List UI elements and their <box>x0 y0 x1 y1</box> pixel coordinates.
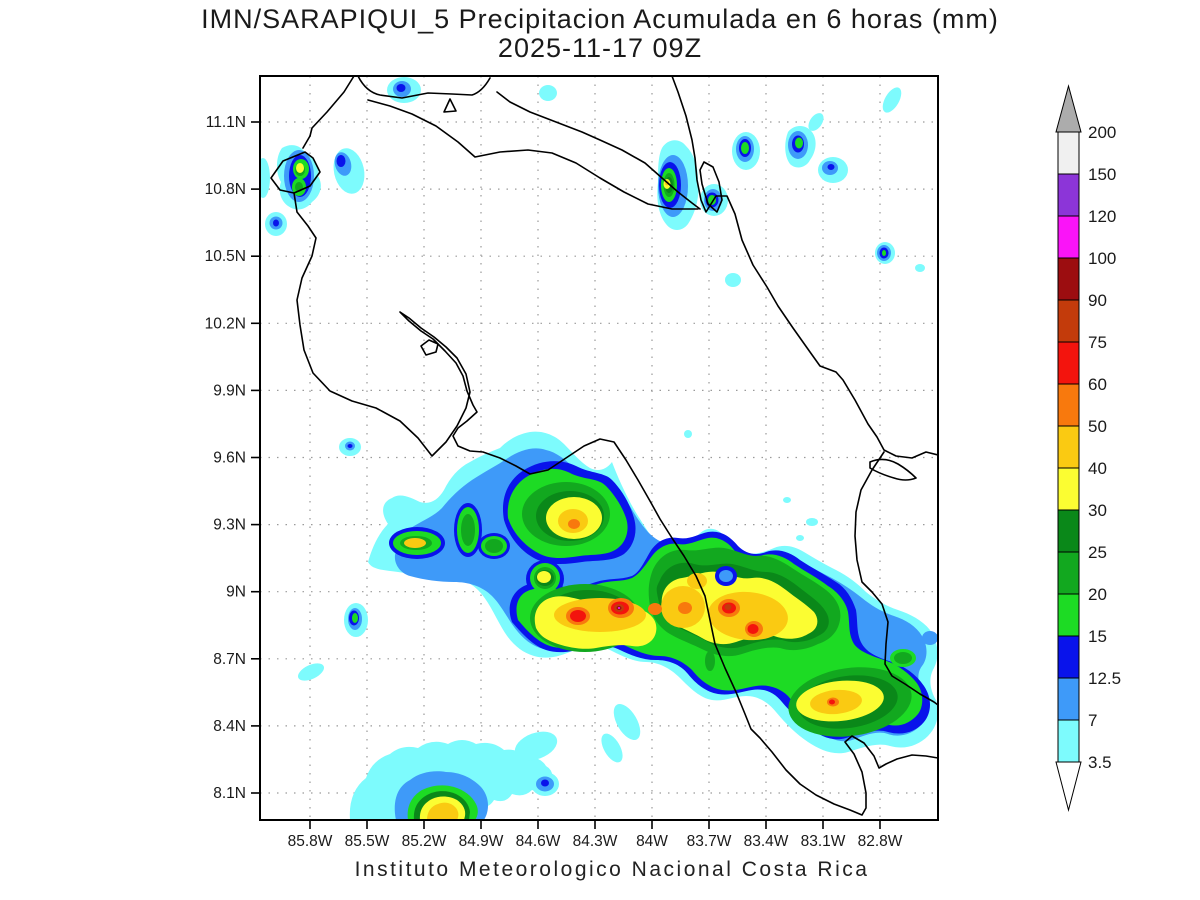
colorbar-label: 3.5 <box>1088 753 1112 772</box>
tortuguero-lagoon <box>699 161 723 213</box>
colorbar-box-50 <box>1057 383 1080 427</box>
lon-tick-label: 83.7W <box>687 833 732 850</box>
map-frame <box>259 75 939 821</box>
lat-tick-label: 9N <box>226 584 246 601</box>
nicaragua-border <box>367 99 699 210</box>
lat-tick-label: 8.4N <box>213 718 246 735</box>
colorbar-box-12.5 <box>1057 635 1080 679</box>
precipitation-shading <box>260 77 938 820</box>
lat-tick-label: 9.6N <box>213 450 246 467</box>
colorbar-box-60 <box>1057 341 1080 385</box>
panama-border <box>854 451 938 706</box>
lat-tick-label: 8.7N <box>213 651 246 668</box>
colorbar-arrow-down <box>1055 761 1082 812</box>
lon-tick-label: 83.4W <box>744 833 789 850</box>
lat-tick-label: 11.1N <box>206 114 246 131</box>
map-title: IMN/SARAPIQUI_5 Precipitacion Acumulada … <box>201 4 999 34</box>
colorbar-label: 90 <box>1088 291 1107 310</box>
lon-tick-label: 84.3W <box>573 833 618 850</box>
lat-tick-label: 9.9N <box>213 382 246 399</box>
colorbar-box-150 <box>1057 131 1080 175</box>
lon-tick-label: 84.6W <box>516 833 561 850</box>
colorbar-arrow-up <box>1055 84 1082 133</box>
colorbar-label: 60 <box>1088 375 1107 394</box>
lat-tick-label: 9.3N <box>213 517 246 534</box>
small-triangle-island <box>443 98 457 113</box>
lat-tick-label: 10.2N <box>205 315 246 332</box>
map-valid-time: 2025-11-17 09Z <box>498 33 702 63</box>
colorbar-box-7 <box>1057 677 1080 721</box>
colorbar-box-3.5 <box>1057 719 1080 763</box>
footer-credit: Instituto Meteorologico Nacional Costa R… <box>355 858 870 881</box>
colorbar-label: 25 <box>1088 543 1107 562</box>
lon-tick-label: 85.5W <box>345 833 390 850</box>
colorbar-label: 75 <box>1088 333 1107 352</box>
colorbar: 3.5 7 12.5 15 20 25 30 40 50 60 75 90 100 120 150 200 <box>1055 84 1121 812</box>
colorbar-box-20 <box>1057 551 1080 595</box>
colorbar-label: 20 <box>1088 585 1107 604</box>
colorbar-label: 30 <box>1088 501 1107 520</box>
lon-tick-label: 84W <box>636 833 668 850</box>
colorbar-box-100 <box>1057 215 1080 259</box>
colorbar-label: 120 <box>1088 207 1116 226</box>
colorbar-box-25 <box>1057 509 1080 553</box>
colorbar-box-90 <box>1057 257 1080 301</box>
colorbar-label: 200 <box>1088 123 1116 142</box>
colorbar-box-75 <box>1057 299 1080 343</box>
lat-tick-label: 10.8N <box>205 181 246 198</box>
bocas-islands <box>869 458 917 481</box>
pacific-coast <box>293 135 938 816</box>
colorbar-box-40 <box>1057 425 1080 469</box>
colorbar-label: 50 <box>1088 417 1107 436</box>
colorbar-box-15 <box>1057 593 1080 637</box>
colorbar-label: 150 <box>1088 165 1116 184</box>
lon-tick-label: 84.9W <box>459 833 504 850</box>
colorbar-label: 7 <box>1088 711 1097 730</box>
colorbar-label: 15 <box>1088 627 1107 646</box>
lake-nicaragua-south-shore <box>357 76 491 99</box>
colorbar-label: 12.5 <box>1088 669 1121 688</box>
colorbar-box-30 <box>1057 467 1080 511</box>
colorbar-label: 100 <box>1088 249 1116 268</box>
lake-nicaragua-west-shore <box>309 76 355 137</box>
san-juan-river <box>496 91 701 210</box>
lon-tick-label: 83.1W <box>801 833 846 850</box>
isla-chira <box>420 339 439 356</box>
axis-ticks-and-labels: 11.1N 10.8N 10.5N 10.2N 9.9N 9.6N 9.3N 9N 8.7N 8.… <box>205 114 903 850</box>
colorbar-label: 40 <box>1088 459 1107 478</box>
lat-tick-label: 8.1N <box>213 785 246 802</box>
lon-tick-label: 85.2W <box>402 833 447 850</box>
contours-100mm <box>617 607 621 609</box>
coastline-borders <box>270 76 938 816</box>
lat-tick-label: 10.5N <box>205 248 246 265</box>
caribbean-coast <box>671 76 938 459</box>
lon-tick-label: 82.8W <box>858 833 903 850</box>
local-minimum-donut <box>715 566 737 586</box>
lon-tick-label: 85.8W <box>288 833 333 850</box>
colorbar-box-120 <box>1057 173 1080 217</box>
